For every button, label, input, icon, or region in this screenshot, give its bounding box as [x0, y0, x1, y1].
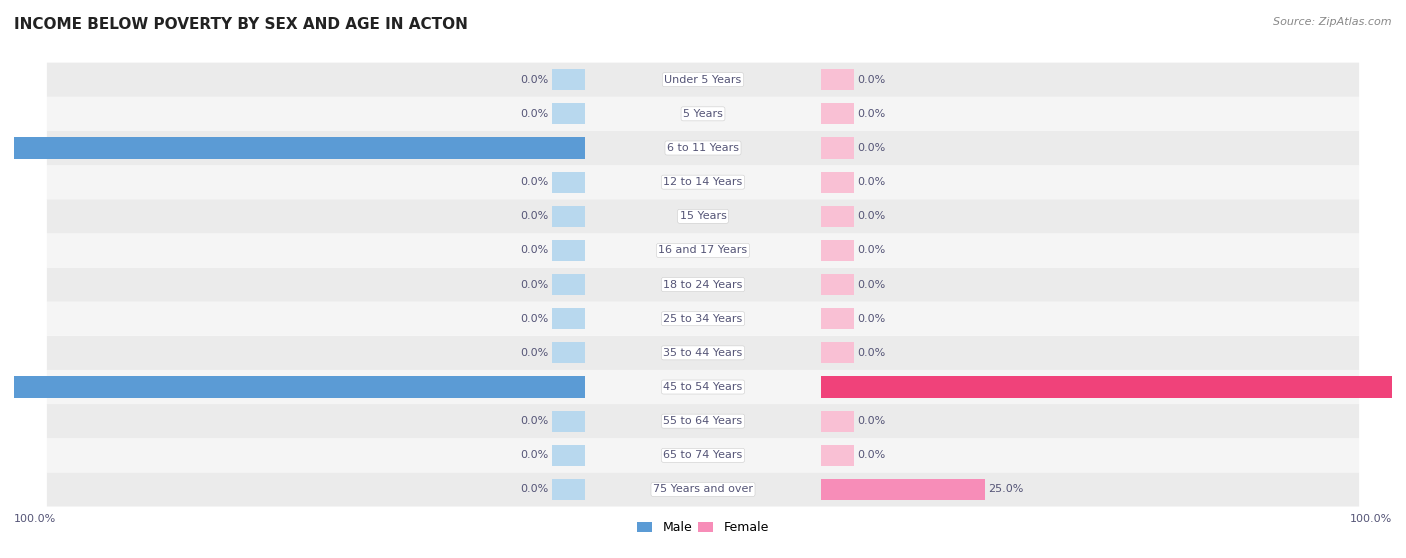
Text: 0.0%: 0.0%	[858, 177, 886, 187]
Text: INCOME BELOW POVERTY BY SEX AND AGE IN ACTON: INCOME BELOW POVERTY BY SEX AND AGE IN A…	[14, 17, 468, 32]
Bar	[553, 342, 585, 363]
Text: 0.0%: 0.0%	[520, 450, 548, 460]
FancyBboxPatch shape	[46, 97, 1360, 131]
FancyBboxPatch shape	[46, 165, 1360, 199]
Text: 0.0%: 0.0%	[520, 177, 548, 187]
Text: 12 to 14 Years: 12 to 14 Years	[664, 177, 742, 187]
Text: 5 Years: 5 Years	[683, 109, 723, 119]
Text: 0.0%: 0.0%	[858, 109, 886, 119]
Bar	[553, 240, 585, 261]
Bar	[821, 342, 853, 363]
Bar	[821, 479, 986, 500]
Text: 25 to 34 Years: 25 to 34 Years	[664, 314, 742, 324]
Text: 0.0%: 0.0%	[858, 280, 886, 290]
Text: 100.0%: 100.0%	[14, 514, 56, 524]
Text: 35 to 44 Years: 35 to 44 Years	[664, 348, 742, 358]
FancyBboxPatch shape	[46, 302, 1360, 336]
Text: 18 to 24 Years: 18 to 24 Years	[664, 280, 742, 290]
Text: 65 to 74 Years: 65 to 74 Years	[664, 450, 742, 460]
Text: 16 and 17 Years: 16 and 17 Years	[658, 246, 748, 256]
Text: 0.0%: 0.0%	[858, 416, 886, 426]
Bar	[821, 137, 853, 158]
FancyBboxPatch shape	[46, 233, 1360, 267]
Text: 15 Years: 15 Years	[679, 211, 727, 222]
FancyBboxPatch shape	[46, 438, 1360, 473]
Bar	[0, 137, 585, 158]
Text: 0.0%: 0.0%	[520, 416, 548, 426]
Bar	[0, 377, 585, 398]
Text: 0.0%: 0.0%	[520, 484, 548, 494]
Bar	[553, 274, 585, 295]
Text: 6 to 11 Years: 6 to 11 Years	[666, 143, 740, 153]
FancyBboxPatch shape	[46, 62, 1360, 97]
Text: 0.0%: 0.0%	[520, 348, 548, 358]
Text: 0.0%: 0.0%	[858, 246, 886, 256]
Bar	[553, 69, 585, 90]
Bar	[553, 445, 585, 466]
Text: 55 to 64 Years: 55 to 64 Years	[664, 416, 742, 426]
Bar	[553, 479, 585, 500]
FancyBboxPatch shape	[46, 336, 1360, 370]
FancyBboxPatch shape	[46, 267, 1360, 302]
Bar	[821, 274, 853, 295]
Bar	[821, 377, 1406, 398]
Text: 0.0%: 0.0%	[520, 75, 548, 85]
Text: 0.0%: 0.0%	[520, 314, 548, 324]
Bar	[821, 308, 853, 329]
Text: 0.0%: 0.0%	[858, 75, 886, 85]
Bar	[821, 240, 853, 261]
Bar	[821, 445, 853, 466]
Text: 0.0%: 0.0%	[520, 246, 548, 256]
Text: Under 5 Years: Under 5 Years	[665, 75, 741, 85]
FancyBboxPatch shape	[46, 131, 1360, 165]
Text: 45 to 54 Years: 45 to 54 Years	[664, 382, 742, 392]
Text: 0.0%: 0.0%	[520, 280, 548, 290]
Text: 75 Years and over: 75 Years and over	[652, 484, 754, 494]
Text: 0.0%: 0.0%	[520, 211, 548, 222]
FancyBboxPatch shape	[46, 473, 1360, 507]
Bar	[553, 206, 585, 227]
FancyBboxPatch shape	[46, 199, 1360, 233]
Text: 0.0%: 0.0%	[858, 348, 886, 358]
Bar	[553, 308, 585, 329]
Bar	[821, 171, 853, 193]
Bar	[821, 411, 853, 432]
Text: 0.0%: 0.0%	[858, 314, 886, 324]
Text: Source: ZipAtlas.com: Source: ZipAtlas.com	[1274, 17, 1392, 27]
Bar	[553, 171, 585, 193]
Text: 100.0%: 100.0%	[1350, 514, 1392, 524]
Bar	[553, 411, 585, 432]
Bar	[821, 206, 853, 227]
Text: 0.0%: 0.0%	[520, 109, 548, 119]
Text: 0.0%: 0.0%	[858, 450, 886, 460]
Bar	[553, 103, 585, 124]
Text: 25.0%: 25.0%	[988, 484, 1024, 494]
FancyBboxPatch shape	[46, 404, 1360, 438]
Text: 0.0%: 0.0%	[858, 211, 886, 222]
Text: 0.0%: 0.0%	[858, 143, 886, 153]
Bar	[821, 103, 853, 124]
Bar	[821, 69, 853, 90]
Legend: Male, Female: Male, Female	[633, 516, 773, 539]
FancyBboxPatch shape	[46, 370, 1360, 404]
